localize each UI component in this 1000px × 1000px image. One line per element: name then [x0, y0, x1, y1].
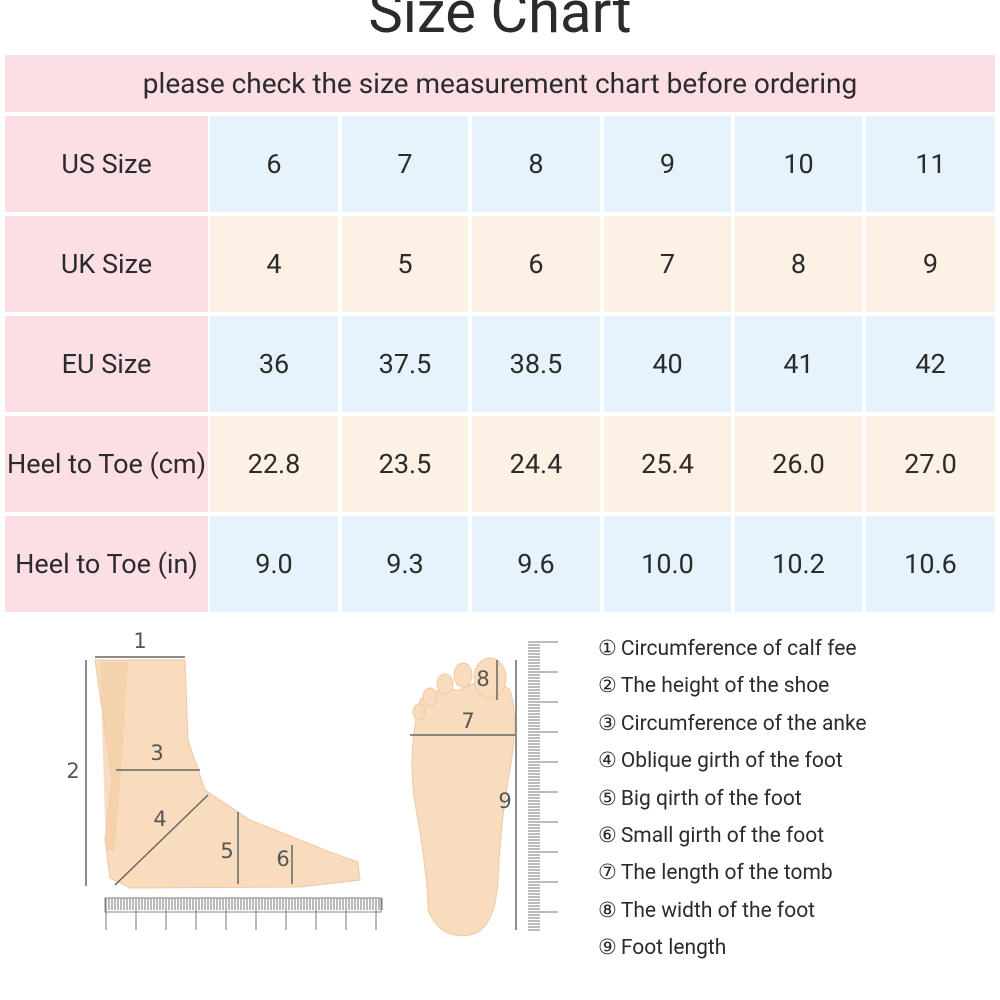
legend-item: ④ Oblique girth of the foot [598, 748, 843, 773]
legend-marker: ④ [598, 749, 617, 774]
table-cell: 26.0 [735, 416, 862, 512]
measure-label: 5 [220, 839, 233, 863]
legend-marker: ⑦ [598, 861, 617, 886]
legend-text: The height of the shoe [620, 674, 830, 699]
measure-label: 6 [276, 847, 289, 871]
legend-item: ② The height of the shoe [598, 673, 829, 698]
rulers [104, 641, 558, 931]
legend-item: ① Circumference of calf fee [598, 636, 857, 661]
legend-item: ⑤ Big qirth of the foot [598, 786, 802, 811]
measure-label: 8 [476, 667, 489, 691]
legend-marker: ⑥ [598, 824, 617, 848]
legend-marker: ② [598, 674, 617, 699]
row-header: UK Size [5, 216, 208, 312]
legend-text: Foot length [620, 936, 727, 961]
table-cell: 6 [210, 116, 338, 212]
table-cell: 36 [210, 316, 338, 412]
table-cell: 5 [342, 216, 468, 312]
table-cell: 24.4 [472, 416, 600, 512]
legend-text: Oblique girth of the foot [620, 749, 843, 774]
foot-shade [100, 662, 128, 850]
table-cell: 42 [866, 316, 995, 412]
table-cell: 9.0 [210, 516, 338, 612]
legend-text: The width of the foot [620, 898, 816, 923]
table-cell: 8 [472, 116, 600, 212]
measure-label: 9 [498, 789, 511, 813]
measure-label: 4 [153, 807, 166, 831]
measure-label: 7 [461, 709, 474, 733]
foot-diagram: 1 2 3 4 5 6 78 9 [66, 629, 558, 937]
row-header: Heel to Toe (cm) [5, 416, 208, 512]
legend-item: ⑥ Small girth of the foot [598, 823, 824, 848]
table-cell: 25.4 [604, 416, 731, 512]
table-cell: 27.0 [866, 416, 995, 512]
legend-item: ⑨ Foot length [598, 935, 726, 960]
title: Size Chart [368, 0, 632, 47]
row-header: US Size [5, 116, 208, 212]
toes [412, 657, 507, 721]
table-cell: 10.0 [604, 516, 731, 612]
table-cell: 9.3 [342, 516, 468, 612]
ruler [104, 897, 382, 913]
legend-item: ③ Circumference of the anke [598, 711, 867, 736]
subtitle: please check the size measurement chart … [5, 55, 995, 112]
legend-item: ⑦ The length of the tomb [598, 860, 833, 885]
legend-text: Small girth of the foot [620, 824, 825, 848]
table-cell: 9.6 [472, 516, 600, 612]
legend-text: Big qirth of the foot [620, 786, 802, 811]
table-cell: 41 [735, 316, 862, 412]
legend-marker: ① [598, 637, 617, 661]
table-cell: 10.6 [866, 516, 995, 612]
table-cell: 37.5 [342, 316, 468, 412]
legend-item: ⑧ The width of the foot [598, 898, 815, 923]
measure-lines [85, 656, 517, 930]
table-cell: 4 [210, 216, 338, 312]
table-cell: 8 [735, 216, 862, 312]
table-cell: 7 [604, 216, 731, 312]
legend-marker: ⑧ [598, 898, 617, 923]
legend-text: Circumference of the anke [620, 711, 867, 736]
measure-label: 1 [133, 629, 146, 653]
row-header: Heel to Toe (in) [5, 516, 208, 612]
legend-marker: ⑤ [598, 786, 617, 811]
table-cell: 38.5 [472, 316, 600, 412]
legend-marker: ③ [598, 711, 617, 736]
table-cell: 11 [866, 116, 995, 212]
table-cell: 9 [866, 216, 995, 312]
side-foot [94, 659, 361, 889]
table-cell: 40 [604, 316, 731, 412]
table-cell: 9 [604, 116, 731, 212]
legend-text: Circumference of calf fee [620, 637, 857, 661]
table-cell: 22.8 [210, 416, 338, 512]
table-cell: 7 [342, 116, 468, 212]
row-header: EU Size [5, 316, 208, 412]
legend-marker: ⑨ [598, 936, 617, 961]
measure-label: 2 [66, 759, 79, 783]
table-cell: 10 [735, 116, 862, 212]
legend-text: The length of the tomb [620, 861, 833, 886]
table-cell: 23.5 [342, 416, 468, 512]
table-cell: 10.2 [735, 516, 862, 612]
measure-label: 3 [150, 741, 163, 765]
table-cell: 6 [472, 216, 600, 312]
